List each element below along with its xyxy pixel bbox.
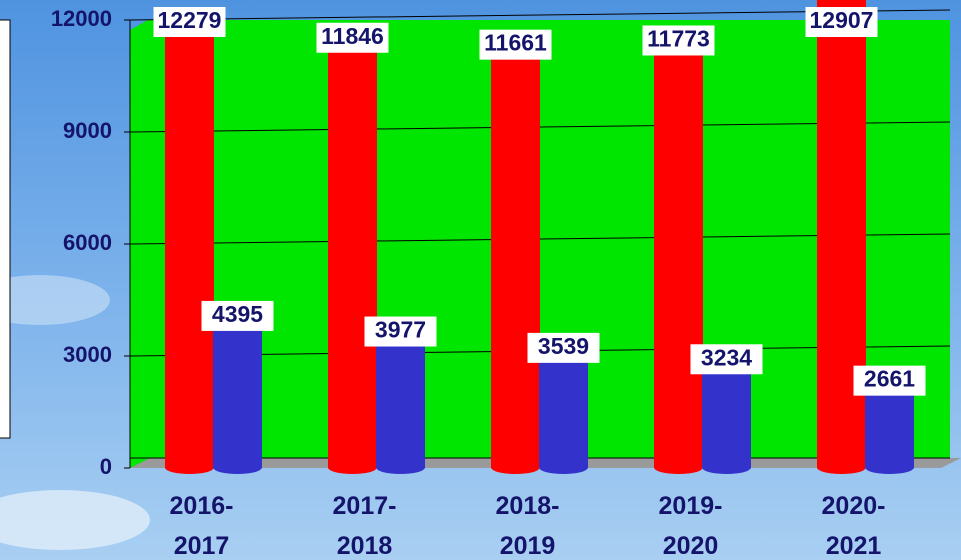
- y-tick-label: 12000: [51, 6, 112, 31]
- bar: [329, 26, 377, 468]
- bar-base: [166, 462, 214, 474]
- x-tick-label: 2018- 2019: [458, 486, 598, 560]
- bar: [492, 33, 540, 468]
- bar: [655, 28, 703, 468]
- x-tick-label: 2016- 2017: [132, 486, 272, 560]
- y-tick-label: 0: [100, 454, 112, 479]
- bar-base: [377, 462, 425, 474]
- value-label: 2661: [864, 366, 915, 392]
- x-tick-label: 2020- 2021: [784, 486, 924, 560]
- x-tick-label: 2017- 2018: [295, 486, 435, 560]
- y-tick-label: 9000: [63, 118, 112, 143]
- bar: [166, 10, 214, 468]
- chart: 0 3000 6000 9000 12000 12279 4395 11846 3977 1166…: [0, 0, 961, 560]
- value-label: 3234: [701, 344, 752, 370]
- bar-base: [492, 462, 540, 474]
- bar-base: [703, 462, 751, 474]
- bar-base: [329, 462, 377, 474]
- value-label: 11846: [321, 23, 384, 49]
- value-label: 12907: [810, 7, 874, 33]
- value-label: 12279: [158, 7, 222, 33]
- bar-base: [214, 462, 262, 474]
- cloud: [0, 275, 110, 325]
- value-label: 11661: [484, 30, 547, 56]
- bar-base: [540, 462, 588, 474]
- side-panel: [0, 20, 10, 438]
- y-tick-label: 3000: [63, 342, 112, 367]
- bar-base: [818, 462, 866, 474]
- bar: [818, 0, 866, 468]
- bar-base: [866, 462, 914, 474]
- cloud: [0, 490, 150, 550]
- screenshot: 0 3000 6000 9000 12000 12279 4395 11846 3977 1166…: [0, 0, 961, 560]
- value-label: 4395: [212, 301, 263, 327]
- x-tick-label: 2019- 2020: [621, 486, 761, 560]
- value-label: 3539: [538, 333, 589, 359]
- bar-base: [655, 462, 703, 474]
- value-label: 11773: [647, 26, 710, 52]
- y-tick-label: 6000: [63, 230, 112, 255]
- value-label: 3977: [375, 317, 426, 343]
